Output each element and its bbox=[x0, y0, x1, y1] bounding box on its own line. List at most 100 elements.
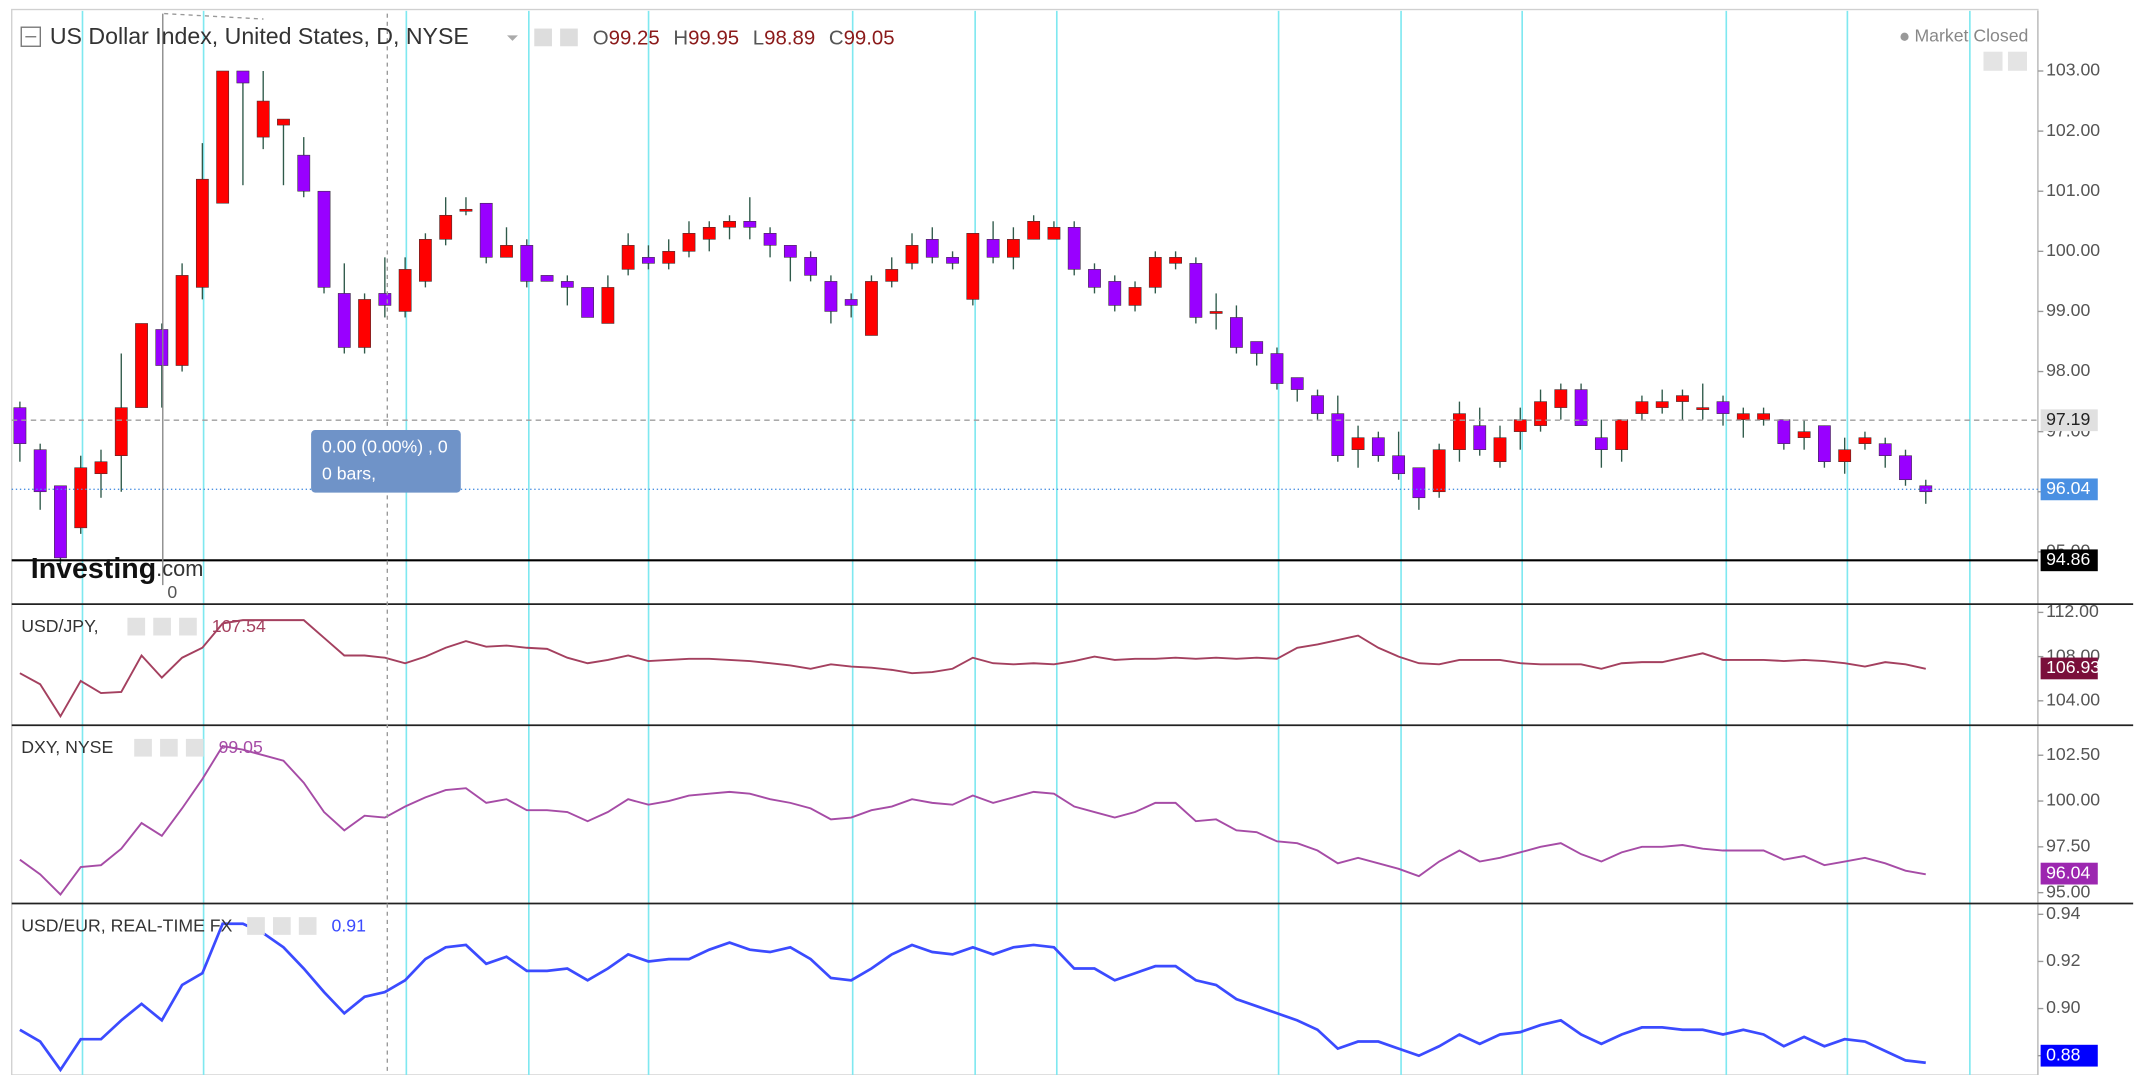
candle-body bbox=[33, 449, 47, 493]
y-tick-label: 0.90 bbox=[2046, 997, 2081, 1017]
candle-body bbox=[1331, 413, 1345, 456]
y-tick-label: 95.00 bbox=[2046, 881, 2090, 901]
candle-body bbox=[277, 118, 290, 126]
candle-body bbox=[540, 275, 554, 282]
candle-body bbox=[1230, 317, 1243, 348]
logo-suffix: .com bbox=[156, 556, 203, 581]
market-status: Market Closed bbox=[1914, 25, 2028, 45]
panel-legend-value: 0.91 bbox=[332, 915, 366, 935]
price-tag-label: 94.86 bbox=[2046, 549, 2090, 569]
visibility-icon[interactable] bbox=[534, 28, 552, 47]
candle-body bbox=[1067, 227, 1081, 270]
candle-body bbox=[1696, 407, 1710, 410]
candle-body bbox=[520, 245, 534, 282]
candle-body bbox=[1108, 281, 1122, 306]
candle-body bbox=[743, 221, 757, 228]
candle-body bbox=[1047, 227, 1061, 240]
candle-body bbox=[621, 245, 635, 270]
candle-body bbox=[1757, 413, 1770, 420]
candle-body bbox=[1838, 449, 1852, 462]
candle-body bbox=[1473, 425, 1487, 450]
status-dot bbox=[1900, 32, 1909, 41]
candle-body bbox=[358, 299, 371, 348]
candle-body bbox=[865, 281, 878, 336]
candle-body bbox=[1209, 311, 1223, 314]
price-tag bbox=[2040, 549, 2098, 572]
candle-body bbox=[581, 287, 595, 318]
candle-body bbox=[1899, 455, 1912, 481]
candle-body bbox=[1270, 353, 1284, 384]
panel-legend-value: 99.05 bbox=[219, 737, 263, 757]
y-tick-label: 0.92 bbox=[2046, 950, 2080, 970]
ohlc-value: 99.25 bbox=[609, 28, 660, 50]
panel-icon bbox=[185, 738, 204, 757]
candle-body bbox=[1676, 395, 1689, 402]
candle-body bbox=[195, 178, 209, 288]
price-tag-label: 96.04 bbox=[2046, 478, 2090, 498]
candle-body bbox=[601, 287, 615, 324]
logo: Investing.com bbox=[31, 553, 204, 585]
time-grid bbox=[81, 10, 1971, 1075]
candle-body bbox=[216, 70, 230, 204]
settings-icon[interactable] bbox=[560, 28, 578, 47]
candle-body bbox=[337, 293, 351, 348]
ohlc-label: H bbox=[673, 28, 688, 50]
panel-legend-value: 107.54 bbox=[212, 616, 266, 636]
last-value-tag bbox=[2040, 862, 2098, 885]
panel-legend-title: DXY, NYSE bbox=[21, 737, 113, 757]
candle-body bbox=[1513, 419, 1527, 432]
y-tick-label: 97.50 bbox=[2046, 836, 2090, 856]
marks bbox=[11, 10, 2134, 1075]
candle-body bbox=[135, 323, 148, 408]
candle-body bbox=[256, 100, 270, 138]
panel-icon bbox=[134, 738, 152, 757]
candle-body bbox=[844, 299, 858, 306]
panel-icon bbox=[127, 617, 146, 636]
measure-tooltip bbox=[311, 430, 461, 493]
candle-body bbox=[946, 257, 959, 264]
candle-body bbox=[378, 293, 392, 306]
ohlc-label: O bbox=[593, 28, 609, 50]
dropdown-arrow[interactable] bbox=[507, 35, 518, 41]
measure-line bbox=[164, 12, 264, 20]
candle-body bbox=[1250, 341, 1264, 354]
candle-body bbox=[1169, 257, 1182, 264]
candle-body bbox=[1797, 431, 1811, 438]
price-tag bbox=[2040, 478, 2098, 501]
ohlc-value: 99.05 bbox=[844, 28, 895, 50]
candle-body bbox=[642, 257, 655, 264]
candle-body bbox=[824, 281, 838, 312]
candle-body bbox=[398, 269, 412, 312]
candle-body bbox=[702, 227, 716, 240]
candle-body bbox=[1453, 413, 1466, 450]
candle-body bbox=[1290, 377, 1304, 390]
candle-body bbox=[1635, 401, 1649, 414]
candle-body bbox=[500, 245, 513, 258]
y-tick-label: 112.00 bbox=[2046, 601, 2099, 621]
candle-body bbox=[236, 70, 250, 84]
candle-body bbox=[1088, 269, 1101, 288]
scroll-button[interactable] bbox=[1983, 51, 2003, 71]
candle-body bbox=[905, 245, 919, 264]
series-line bbox=[19, 745, 1926, 896]
ohlc-value: 98.89 bbox=[764, 28, 815, 50]
candle-body bbox=[155, 329, 169, 366]
candle-body bbox=[1655, 401, 1669, 408]
scroll-button[interactable] bbox=[2007, 51, 2028, 71]
y-tick-label: 98.00 bbox=[2046, 360, 2090, 380]
ohlc-values: O99.25 H99.95 L98.89 C99.05 bbox=[593, 28, 895, 50]
candle-body bbox=[419, 239, 432, 282]
candle-body bbox=[1432, 449, 1446, 493]
candle-body bbox=[74, 467, 88, 529]
y-tick-label: 102.50 bbox=[2046, 744, 2100, 764]
candle-body bbox=[723, 221, 736, 228]
candle-body bbox=[297, 154, 311, 192]
series-line bbox=[19, 619, 1926, 719]
candle-body bbox=[1554, 389, 1568, 408]
candle-body bbox=[783, 245, 797, 258]
y-tick-label: 103.00 bbox=[2046, 60, 2100, 80]
candle-body bbox=[885, 269, 899, 282]
candle-body bbox=[1351, 437, 1365, 450]
